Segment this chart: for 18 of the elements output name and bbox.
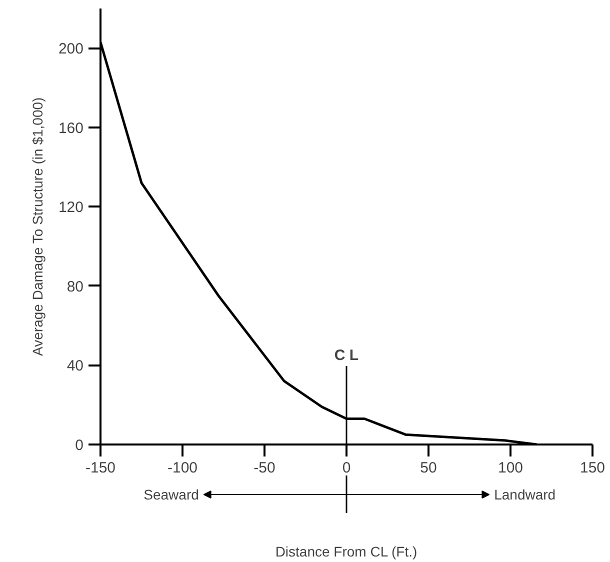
text: Seaward <box>144 486 199 503</box>
x-tick-label: -100 <box>167 460 198 476</box>
x-tick-label: 50 <box>420 460 437 476</box>
y-tick-label: 160 <box>58 120 84 137</box>
x-tick-label: 0 <box>342 460 351 476</box>
x-tick-label: -150 <box>85 460 116 476</box>
y-tick-label: 0 <box>75 437 84 454</box>
y-tick-label: 200 <box>58 40 84 58</box>
y-axis-title: Average Damage To Structure (in $1,000) <box>29 97 46 356</box>
ref-line-label: C L <box>334 347 359 364</box>
x-axis-title: Distance From CL (Ft.) <box>275 544 418 560</box>
x-tick-label: -50 <box>254 460 276 476</box>
text: Landward <box>494 486 556 503</box>
y-tick-label: 40 <box>66 358 84 375</box>
x-tick-label: 150 <box>580 460 606 476</box>
y-tick-label: 120 <box>58 199 84 216</box>
x-tick-label: 100 <box>498 460 524 476</box>
y-tick-label: 80 <box>66 278 84 296</box>
